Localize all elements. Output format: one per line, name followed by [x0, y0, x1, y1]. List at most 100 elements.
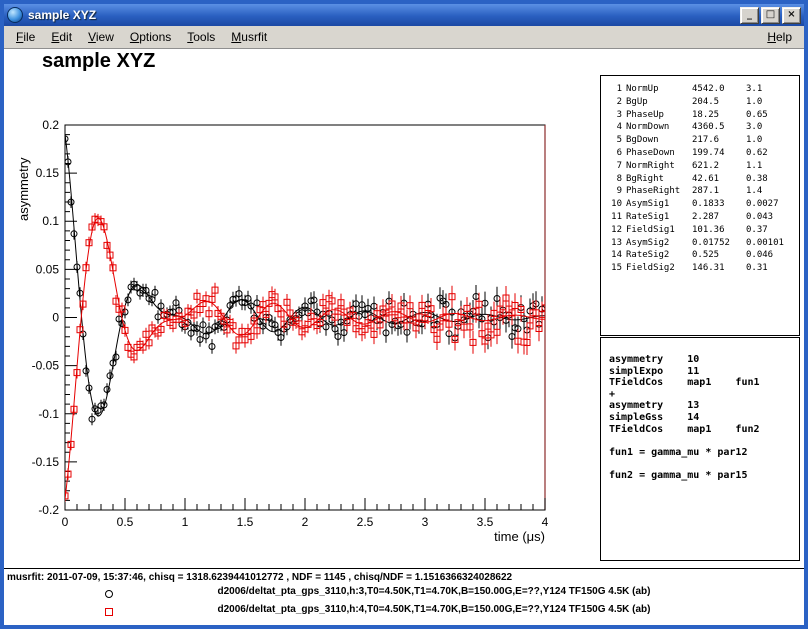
x-axis-title: time (μs)	[494, 529, 545, 544]
param-no: 9	[606, 185, 622, 198]
y-tick-label: 0.1	[42, 214, 59, 228]
y-tick-label: -0.15	[32, 455, 60, 469]
param-row-PhaseRight: 9PhaseRight287.11.4	[606, 185, 797, 198]
param-pval: 217.6	[692, 134, 742, 147]
menu-file[interactable]: File	[8, 27, 43, 47]
window-title: sample XYZ	[28, 8, 96, 22]
series-circle	[62, 133, 548, 425]
app-window: sample XYZ _ □ × FileEditViewOptionsTool…	[0, 0, 808, 629]
param-pname: FieldSig1	[626, 224, 688, 237]
theory-line: fun1 = gamma_mu * par12	[609, 447, 799, 459]
param-no: 15	[606, 262, 622, 275]
menu-tools[interactable]: Tools	[179, 27, 223, 47]
param-pval: 18.25	[692, 109, 742, 122]
theory-line: TFieldCos map1 fun1	[609, 377, 799, 389]
menu-view[interactable]: View	[80, 27, 122, 47]
x-tick-label: 1.5	[237, 515, 254, 529]
minimize-button[interactable]: _	[740, 7, 759, 24]
maximize-button[interactable]: □	[761, 7, 780, 24]
param-no: 10	[606, 198, 622, 211]
param-pval: 0.525	[692, 249, 742, 262]
theory-line: +	[609, 389, 799, 401]
y-tick-label: 0.15	[36, 166, 60, 180]
param-no: 3	[606, 109, 622, 122]
param-no: 8	[606, 173, 622, 186]
x-tick-label: 2	[302, 515, 309, 529]
param-pname: PhaseRight	[626, 185, 688, 198]
param-pname: BgDown	[626, 134, 688, 147]
x-tick-label: 3.5	[477, 515, 494, 529]
y-tick-label: -0.05	[32, 359, 60, 373]
param-perr: 0.046	[746, 249, 797, 262]
parameter-table: 1NormUp4542.03.12BgUp204.51.03PhaseUp18.…	[600, 75, 800, 336]
param-perr: 1.0	[746, 96, 797, 109]
x-tick-label: 0	[62, 515, 69, 529]
param-pval: 4542.0	[692, 83, 742, 96]
y-tick-label: -0.2	[38, 503, 59, 517]
param-pname: NormRight	[626, 160, 688, 173]
param-perr: 0.38	[746, 173, 797, 186]
y-tick-label: 0.2	[42, 118, 59, 132]
close-button[interactable]: ×	[782, 7, 801, 24]
param-perr: 0.043	[746, 211, 797, 224]
x-tick-label: 3	[422, 515, 429, 529]
legend: d2006/deltat_pta_gps_3110,h:3,T0=4.50K,T…	[4, 586, 804, 622]
param-row-FieldSig2: 15FieldSig2146.310.31	[606, 262, 797, 275]
param-perr: 0.62	[746, 147, 797, 160]
param-row-BgDown: 5BgDown217.61.0	[606, 134, 797, 147]
param-pname: AsymSig2	[626, 237, 688, 250]
menu-options[interactable]: Options	[122, 27, 179, 47]
theory-box: asymmetry 10simplExpo 11TFieldCos map1 f…	[600, 337, 800, 561]
param-pval: 287.1	[692, 185, 742, 198]
param-row-RateSig2: 14RateSig20.5250.046	[606, 249, 797, 262]
theory-line	[609, 458, 799, 470]
menu-edit[interactable]: Edit	[43, 27, 80, 47]
param-pval: 42.61	[692, 173, 742, 186]
param-no: 6	[606, 147, 622, 160]
x-tick-label: 1	[182, 515, 189, 529]
param-pval: 0.01752	[692, 237, 742, 250]
menu-help[interactable]: Help	[759, 27, 800, 47]
param-pval: 4360.5	[692, 121, 742, 134]
param-perr: 0.37	[746, 224, 797, 237]
theory-line: asymmetry 10	[609, 354, 799, 366]
titlebar[interactable]: sample XYZ _ □ ×	[4, 4, 804, 26]
y-tick-label: 0	[52, 311, 59, 325]
theory-line: TFieldCos map1 fun2	[609, 424, 799, 436]
param-row-AsymSig2: 13AsymSig20.017520.00101	[606, 237, 797, 250]
theory-curve	[65, 134, 545, 416]
param-row-AsymSig1: 10AsymSig10.18330.0027	[606, 198, 797, 211]
param-no: 2	[606, 96, 622, 109]
menu-musrfit[interactable]: Musrfit	[223, 27, 275, 47]
footer-separator	[4, 568, 804, 569]
x-tick-label: 0.5	[117, 515, 134, 529]
param-pname: BgRight	[626, 173, 688, 186]
fit-status: musrfit: 2011-07-09, 15:37:46, chisq = 1…	[7, 572, 512, 583]
param-no: 12	[606, 224, 622, 237]
param-perr: 0.65	[746, 109, 797, 122]
param-perr: 0.31	[746, 262, 797, 275]
param-row-BgUp: 2BgUp204.51.0	[606, 96, 797, 109]
param-pval: 101.36	[692, 224, 742, 237]
theory-line: simplExpo 11	[609, 366, 799, 378]
param-pval: 204.5	[692, 96, 742, 109]
param-perr: 1.0	[746, 134, 797, 147]
asymmetry-plot[interactable]: 00.511.522.533.54-0.2-0.15-0.1-0.0500.05…	[4, 49, 604, 569]
error-bars	[65, 133, 545, 425]
canvas-area: sample XYZ 00.511.522.533.54-0.2-0.15-0.…	[4, 49, 804, 625]
legend-label: d2006/deltat_pta_gps_3110,h:4,T0=4.50K,T…	[4, 604, 804, 615]
param-perr: 3.0	[746, 121, 797, 134]
param-row-PhaseDown: 6PhaseDown199.740.62	[606, 147, 797, 160]
legend-label: d2006/deltat_pta_gps_3110,h:3,T0=4.50K,T…	[4, 586, 804, 597]
param-pname: NormDown	[626, 121, 688, 134]
window-controls: _ □ ×	[740, 7, 801, 24]
param-pval: 621.2	[692, 160, 742, 173]
param-row-NormDown: 4NormDown4360.53.0	[606, 121, 797, 134]
y-axis-title: asymmetry	[16, 157, 31, 221]
y-tick-label: 0.05	[36, 262, 60, 276]
theory-line: asymmetry 13	[609, 400, 799, 412]
theory-line: fun2 = gamma_mu * par15	[609, 470, 799, 482]
param-row-RateSig1: 11RateSig12.2870.043	[606, 211, 797, 224]
series-square	[62, 213, 548, 502]
param-pval: 146.31	[692, 262, 742, 275]
